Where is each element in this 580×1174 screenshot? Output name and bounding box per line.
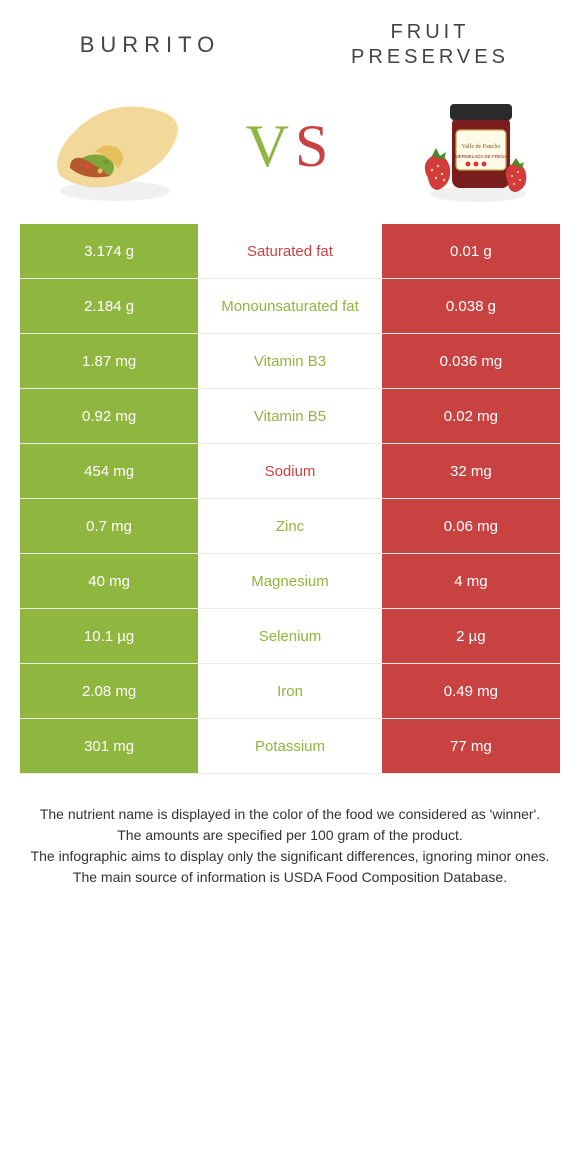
right-value-cell: 2 µg xyxy=(382,609,560,663)
visual-row: VS Valle de Pancho MERMELADA DE FRESA xyxy=(20,86,560,224)
footnotes: The nutrient name is displayed in the co… xyxy=(0,774,580,908)
right-value-cell: 32 mg xyxy=(382,444,560,498)
footnote-line: The infographic aims to display only the… xyxy=(20,846,560,867)
right-value-cell: 0.038 g xyxy=(382,279,560,333)
right-value-cell: 0.01 g xyxy=(382,224,560,278)
vs-v: V xyxy=(246,113,295,179)
title-row: Burrito Fruit Preserves xyxy=(20,20,560,70)
fruit-preserves-icon: Valle de Pancho MERMELADA DE FRESA xyxy=(390,86,540,206)
table-row: 40 mgMagnesium4 mg xyxy=(20,554,560,609)
left-value-cell: 0.92 mg xyxy=(20,389,198,443)
nutrient-label: Magnesium xyxy=(198,554,382,608)
table-row: 2.08 mgIron0.49 mg xyxy=(20,664,560,719)
vs-label: VS xyxy=(246,112,335,181)
left-value-cell: 10.1 µg xyxy=(20,609,198,663)
left-value-cell: 301 mg xyxy=(20,719,198,773)
left-food-title: Burrito xyxy=(30,31,270,59)
nutrient-label: Vitamin B5 xyxy=(198,389,382,443)
vs-s: S xyxy=(295,113,334,179)
table-row: 0.92 mgVitamin B50.02 mg xyxy=(20,389,560,444)
table-row: 301 mgPotassium77 mg xyxy=(20,719,560,774)
svg-text:Valle de Pancho: Valle de Pancho xyxy=(462,144,501,150)
nutrient-label: Selenium xyxy=(198,609,382,663)
right-value-cell: 0.49 mg xyxy=(382,664,560,718)
right-value-cell: 0.02 mg xyxy=(382,389,560,443)
right-value-cell: 0.06 mg xyxy=(382,499,560,553)
nutrient-label: Saturated fat xyxy=(198,224,382,278)
nutrient-label: Iron xyxy=(198,664,382,718)
left-value-cell: 3.174 g xyxy=(20,224,198,278)
table-row: 3.174 gSaturated fat0.01 g xyxy=(20,224,560,279)
table-row: 10.1 µgSelenium2 µg xyxy=(20,609,560,664)
table-row: 0.7 mgZinc0.06 mg xyxy=(20,499,560,554)
nutrient-label: Zinc xyxy=(198,499,382,553)
svg-text:MERMELADA DE FRESA: MERMELADA DE FRESA xyxy=(455,154,507,159)
table-row: 454 mgSodium32 mg xyxy=(20,444,560,499)
right-value-cell: 4 mg xyxy=(382,554,560,608)
nutrient-label: Monounsaturated fat xyxy=(198,279,382,333)
left-value-cell: 2.08 mg xyxy=(20,664,198,718)
right-value-cell: 77 mg xyxy=(382,719,560,773)
left-value-cell: 1.87 mg xyxy=(20,334,198,388)
right-food-title: Fruit Preserves xyxy=(310,20,550,70)
left-value-cell: 0.7 mg xyxy=(20,499,198,553)
left-value-cell: 40 mg xyxy=(20,554,198,608)
nutrient-label: Sodium xyxy=(198,444,382,498)
nutrient-table: 3.174 gSaturated fat0.01 g2.184 gMonouns… xyxy=(20,224,560,774)
right-value-cell: 0.036 mg xyxy=(382,334,560,388)
burrito-icon xyxy=(40,86,190,206)
nutrient-label: Vitamin B3 xyxy=(198,334,382,388)
footnote-line: The nutrient name is displayed in the co… xyxy=(20,804,560,825)
nutrient-label: Potassium xyxy=(198,719,382,773)
footnote-line: The main source of information is USDA F… xyxy=(20,867,560,888)
left-value-cell: 454 mg xyxy=(20,444,198,498)
left-value-cell: 2.184 g xyxy=(20,279,198,333)
table-row: 1.87 mgVitamin B30.036 mg xyxy=(20,334,560,389)
footnote-line: The amounts are specified per 100 gram o… xyxy=(20,825,560,846)
table-row: 2.184 gMonounsaturated fat0.038 g xyxy=(20,279,560,334)
